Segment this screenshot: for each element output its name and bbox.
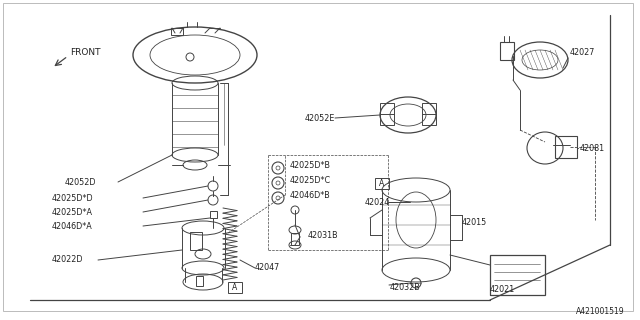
Bar — [380, 103, 394, 125]
Bar — [500, 42, 514, 60]
Text: 42015: 42015 — [462, 218, 487, 227]
Bar — [171, 28, 183, 35]
Bar — [375, 178, 389, 189]
Text: 42025D*A: 42025D*A — [52, 207, 93, 217]
Text: A: A — [232, 283, 237, 292]
Bar — [228, 282, 242, 293]
Text: 42025D*D: 42025D*D — [52, 194, 93, 203]
Text: 42046D*B: 42046D*B — [290, 190, 331, 199]
Bar — [490, 255, 545, 295]
Text: 42052D: 42052D — [65, 178, 97, 187]
Bar — [190, 232, 202, 250]
Text: 42027: 42027 — [570, 47, 595, 57]
Bar — [422, 103, 436, 125]
Text: 42052E: 42052E — [305, 114, 335, 123]
Text: 42031B: 42031B — [308, 230, 339, 239]
Text: 42032B: 42032B — [390, 283, 420, 292]
Text: 42081: 42081 — [580, 143, 605, 153]
Text: 42024: 42024 — [365, 197, 390, 206]
Bar — [555, 136, 577, 158]
Bar — [210, 211, 217, 218]
Text: A: A — [380, 179, 385, 188]
Text: 42025D*B: 42025D*B — [290, 161, 331, 170]
Text: 42021: 42021 — [490, 285, 515, 294]
Text: 42025D*C: 42025D*C — [290, 175, 331, 185]
Text: 42046D*A: 42046D*A — [52, 221, 93, 230]
Bar — [196, 276, 203, 286]
Text: 42047: 42047 — [255, 263, 280, 273]
Text: A421001519: A421001519 — [577, 308, 625, 316]
Text: FRONT: FRONT — [70, 47, 100, 57]
Bar — [291, 233, 299, 245]
Text: 42022D: 42022D — [52, 255, 83, 265]
